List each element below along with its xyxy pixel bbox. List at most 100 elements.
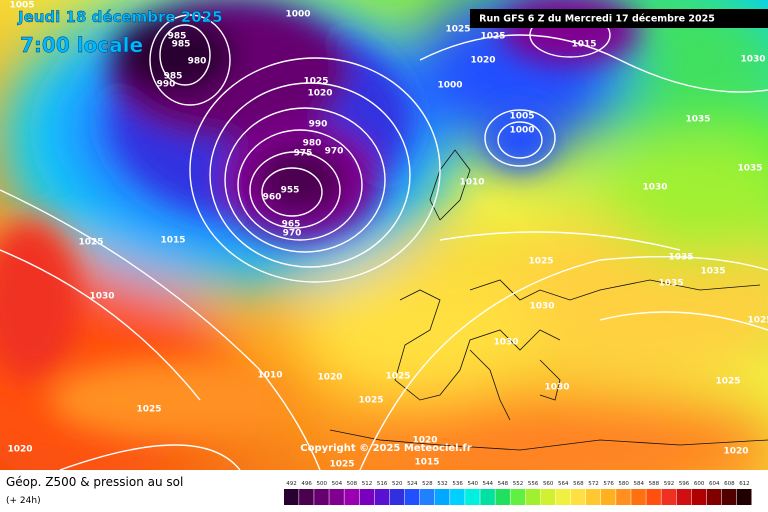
isobar-label: 1005 xyxy=(9,1,34,11)
legend-label: 500 xyxy=(316,481,327,487)
isobar-label: 990 xyxy=(157,80,176,90)
legend-label: 584 xyxy=(634,481,645,487)
legend-label: 532 xyxy=(437,481,448,487)
legend-swatch xyxy=(374,489,390,505)
isobar-label: 1010 xyxy=(459,178,484,188)
isobar-label: 1030 xyxy=(493,338,518,348)
legend-label: 496 xyxy=(301,481,312,487)
legend-label: 528 xyxy=(422,481,433,487)
legend-label: 536 xyxy=(452,481,463,487)
legend-label: 544 xyxy=(483,481,494,487)
legend-swatch xyxy=(510,489,526,505)
legend-swatch xyxy=(419,489,435,505)
legend-swatch xyxy=(601,489,616,505)
isobar-label: 1005 xyxy=(509,112,534,122)
isobar-label: 1035 xyxy=(668,253,693,263)
isobar-label: 985 xyxy=(172,40,191,50)
time: 7:00 locale xyxy=(20,33,143,57)
legend-label: 560 xyxy=(543,481,554,487)
isobar-label: 1020 xyxy=(412,436,437,446)
legend-label: 492 xyxy=(286,481,297,487)
legend-label: 604 xyxy=(709,481,720,487)
legend-label: 572 xyxy=(588,481,599,487)
legend-label: 600 xyxy=(694,481,705,487)
legend-swatch xyxy=(646,489,661,505)
isobar-label: 1035 xyxy=(737,164,762,174)
isobar-label: 1000 xyxy=(437,81,462,91)
isobar-label: 955 xyxy=(281,186,300,196)
legend-label: 512 xyxy=(362,481,373,487)
legend-label: 564 xyxy=(558,481,569,487)
legend-swatch xyxy=(434,489,450,505)
isobar-label: 1025 xyxy=(329,460,354,470)
legend-label: 516 xyxy=(377,481,388,487)
legend-swatch xyxy=(329,489,344,505)
isobar-label: 985 xyxy=(168,32,187,42)
legend-label: 576 xyxy=(603,481,614,487)
legend-swatch xyxy=(691,489,707,505)
isobar-label: 1020 xyxy=(723,447,748,457)
legend-swatch xyxy=(631,489,646,505)
legend-swatch xyxy=(616,489,631,505)
isobar-label: 1030 xyxy=(544,383,569,393)
isobar-label: 1020 xyxy=(7,445,32,455)
footer-subtitle: (+ 24h) xyxy=(6,496,41,506)
legend-swatch xyxy=(314,489,329,505)
isobar-label: 1030 xyxy=(740,55,765,65)
legend-swatch xyxy=(495,489,510,505)
legend-swatch xyxy=(540,489,556,505)
legend-label: 608 xyxy=(724,481,735,487)
isobar-label: 975 xyxy=(294,149,313,159)
isobar-label: 1025 xyxy=(358,396,383,406)
isobar-label: 1020 xyxy=(307,89,332,99)
isobar-label: 1025 xyxy=(715,377,740,387)
isobar-label: 1010 xyxy=(257,371,282,381)
isobar-label: 1025 xyxy=(528,257,553,267)
legend-swatch xyxy=(585,489,601,505)
isobar-label: 1000 xyxy=(285,10,310,20)
isobar-label: 960 xyxy=(263,193,282,203)
legend-swatch xyxy=(450,489,465,505)
legend-swatch xyxy=(570,489,586,505)
legend-swatch xyxy=(465,489,480,505)
legend-swatch xyxy=(404,489,420,505)
legend-swatch xyxy=(525,489,541,505)
legend-label: 596 xyxy=(679,481,690,487)
legend-swatch xyxy=(299,489,314,505)
isobar-label: 970 xyxy=(325,147,344,157)
isobar-label: 980 xyxy=(188,57,207,67)
legend-swatch xyxy=(555,489,571,505)
isobar-label: 980 xyxy=(303,139,322,149)
isobar-label: 1030 xyxy=(89,292,114,302)
isobar-label: 1035 xyxy=(685,115,710,125)
isobar-label: 985 xyxy=(164,72,183,82)
isobars xyxy=(0,12,768,471)
legend-swatch xyxy=(736,489,752,505)
legend-swatch xyxy=(676,489,692,505)
legend-swatch xyxy=(344,489,359,505)
isobar-label: 1000 xyxy=(509,126,534,136)
isobar-label: 1015 xyxy=(571,40,596,50)
legend-label: 612 xyxy=(739,481,750,487)
isobar-label: 1025 xyxy=(136,405,161,415)
legend-swatch xyxy=(359,489,375,505)
isobar-label: 1030 xyxy=(529,302,554,312)
legend-swatch xyxy=(480,489,495,505)
isobar-label: 1020 xyxy=(317,373,342,383)
legend-swatch xyxy=(661,489,677,505)
legend-label: 552 xyxy=(513,481,524,487)
isobar-label: 1025 xyxy=(303,77,328,87)
run-info: Run GFS 6 Z du Mercredi 17 décembre 2025 xyxy=(479,14,715,25)
date: Jeudi 18 décembre 2025 xyxy=(17,8,223,26)
isobar-label: 970 xyxy=(283,229,302,239)
legend-label: 580 xyxy=(618,481,629,487)
legend-label: 508 xyxy=(347,481,358,487)
legend-swatch xyxy=(706,489,722,505)
legend-swatch xyxy=(284,489,299,505)
color-legend: 492 496 500 504 508 512 516 520 524 528 532 536 540 5… xyxy=(284,481,752,505)
legend-label: 540 xyxy=(467,481,478,487)
isobar-label: 1015 xyxy=(160,236,185,246)
